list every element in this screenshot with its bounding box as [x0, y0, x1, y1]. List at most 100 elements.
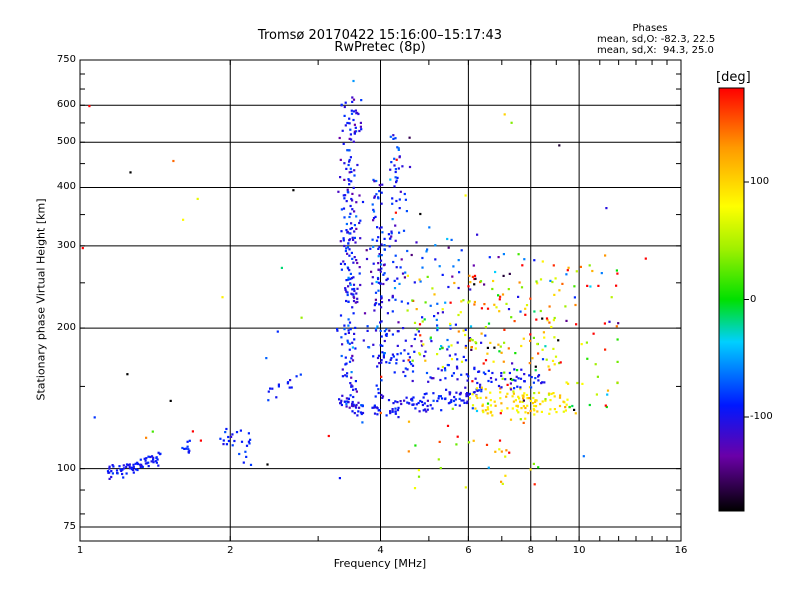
- data-point: [411, 359, 414, 362]
- data-point: [434, 258, 437, 261]
- data-point: [344, 374, 347, 377]
- data-point: [564, 409, 567, 412]
- data-point: [350, 404, 354, 407]
- data-point: [476, 396, 479, 400]
- data-point: [377, 255, 380, 258]
- data-point: [378, 303, 381, 306]
- data-point: [397, 416, 400, 419]
- data-point: [396, 146, 399, 149]
- data-point: [350, 109, 353, 112]
- data-point: [579, 265, 582, 268]
- data-point: [345, 375, 348, 378]
- data-point: [402, 370, 405, 374]
- data-point: [383, 244, 386, 247]
- data-point: [299, 373, 302, 376]
- data-point: [436, 312, 440, 315]
- data-point: [383, 339, 386, 343]
- data-point: [235, 431, 239, 434]
- data-point: [509, 418, 513, 421]
- data-point: [420, 400, 424, 404]
- data-point: [372, 355, 375, 358]
- data-point: [490, 380, 493, 383]
- data-point: [369, 247, 372, 250]
- data-point: [370, 270, 373, 273]
- data-point: [493, 346, 496, 349]
- data-point: [373, 404, 376, 407]
- data-point: [396, 176, 399, 179]
- data-point: [428, 226, 431, 229]
- data-point: [411, 399, 414, 402]
- data-point: [489, 341, 492, 344]
- data-point: [352, 79, 355, 83]
- data-point: [377, 354, 381, 357]
- data-point: [346, 341, 350, 344]
- data-point: [425, 250, 428, 253]
- data-point: [421, 403, 424, 407]
- data-point: [378, 227, 381, 230]
- data-point: [473, 283, 476, 286]
- data-point: [534, 377, 537, 380]
- data-point: [382, 354, 385, 357]
- data-point: [441, 397, 444, 400]
- data-point: [603, 322, 606, 325]
- data-point: [390, 230, 393, 233]
- data-point: [492, 279, 495, 283]
- data-point: [343, 216, 346, 219]
- data-point: [500, 351, 503, 354]
- chart-subtitle: RwPretec (8p): [334, 40, 426, 55]
- data-point: [511, 395, 514, 398]
- data-point: [346, 190, 349, 193]
- data-point: [448, 354, 451, 357]
- data-point: [347, 300, 350, 303]
- data-point: [520, 407, 523, 410]
- data-point: [423, 402, 426, 405]
- data-point: [394, 400, 397, 403]
- data-point: [517, 411, 520, 414]
- data-point: [389, 412, 392, 415]
- data-point: [231, 433, 234, 436]
- data-point: [380, 202, 383, 205]
- data-point: [447, 364, 450, 367]
- data-point: [372, 406, 375, 409]
- data-point: [595, 393, 598, 396]
- data-point: [455, 365, 459, 368]
- data-point: [353, 224, 356, 227]
- data-point: [450, 399, 453, 402]
- colorbar-tick-label: 100: [750, 176, 770, 187]
- data-point: [522, 397, 525, 400]
- data-point: [350, 277, 353, 280]
- data-point: [222, 443, 225, 446]
- data-point: [528, 362, 531, 365]
- data-point: [568, 405, 571, 409]
- data-point: [151, 430, 154, 433]
- data-point: [394, 412, 397, 415]
- data-point: [468, 397, 472, 400]
- data-point: [452, 399, 456, 403]
- data-point: [387, 399, 391, 402]
- data-point: [389, 410, 392, 413]
- data-point: [534, 369, 537, 372]
- data-point: [415, 241, 418, 244]
- colorbar-tick-label: -100: [750, 411, 773, 422]
- data-point: [352, 283, 356, 286]
- data-point: [354, 380, 357, 383]
- data-point: [500, 386, 503, 389]
- data-point: [441, 311, 444, 314]
- data-point: [385, 328, 388, 331]
- data-point: [484, 372, 487, 376]
- data-point: [355, 259, 358, 262]
- data-point: [487, 466, 490, 469]
- data-point: [392, 355, 395, 358]
- data-point: [406, 302, 410, 305]
- data-point: [349, 167, 352, 170]
- data-point: [136, 462, 139, 466]
- data-point: [531, 402, 535, 405]
- data-point: [437, 458, 440, 461]
- data-point: [441, 273, 444, 276]
- data-point: [548, 368, 551, 371]
- data-point: [356, 111, 359, 114]
- data-point: [404, 271, 407, 274]
- data-point: [108, 477, 111, 480]
- data-point: [358, 129, 361, 133]
- data-point: [379, 270, 382, 273]
